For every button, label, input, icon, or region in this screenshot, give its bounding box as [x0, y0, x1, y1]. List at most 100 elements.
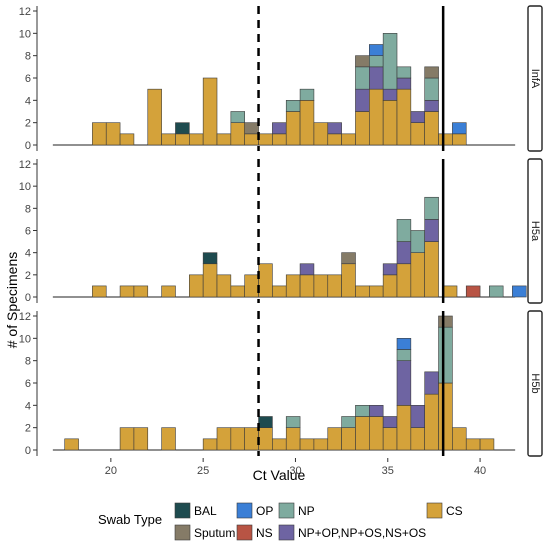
- y-tick-label: 4: [25, 400, 31, 412]
- bar-segment-cs: [327, 133, 342, 146]
- bar-segment-cs: [175, 133, 190, 146]
- bar-segment-cs: [438, 382, 453, 451]
- legend-label-np: NP: [298, 504, 315, 518]
- facet-panel-h5a: 0 2 4 6 8 10 12 H5a: [19, 158, 543, 304]
- bar-segment-cs: [285, 111, 301, 146]
- bar-segment-cs: [410, 252, 425, 298]
- bar-segment-cs: [64, 438, 79, 451]
- facet-strip-label: H5a: [529, 221, 541, 242]
- bar-segment-cs: [189, 133, 204, 146]
- bar-segment-cs: [424, 393, 439, 451]
- bar-segment-cs: [119, 285, 135, 298]
- bar-segment-combo: [410, 111, 425, 123]
- bar-segment-np: [299, 88, 315, 101]
- bar-segment-cs: [161, 285, 176, 298]
- bar-segment-bal: [258, 416, 273, 428]
- y-tick-label: 0: [25, 445, 31, 457]
- bar-segment-cs: [299, 274, 315, 298]
- bar-segment-cs: [202, 263, 218, 298]
- bar-segment-cs: [161, 427, 176, 451]
- y-tick-label: 2: [25, 270, 31, 282]
- legend-swatch-bal: [174, 502, 191, 519]
- y-tick-label: 0: [25, 292, 31, 304]
- y-tick-label: 12: [19, 311, 31, 323]
- bar-segment-cs: [452, 427, 467, 451]
- facet-strip: [527, 5, 543, 152]
- bar-segment-cs: [202, 438, 218, 451]
- bar-segment-cs: [452, 133, 467, 146]
- bar-segment-cs: [396, 405, 412, 451]
- bar-segment-np: [424, 77, 439, 101]
- bar-segment-sputum: [244, 122, 259, 135]
- panels-layer: 0 2 4 6 8 10 12 InfA 0 2 4 6 8 10 12 H5a 0 2 4 6 8 10 12 H5b: [19, 5, 543, 457]
- y-tick-label: 10: [19, 28, 31, 40]
- bar-segment-cs: [410, 427, 425, 451]
- y-tick-label: 2: [25, 423, 31, 435]
- bar-segment-np: [396, 219, 412, 242]
- y-tick-label: 12: [19, 6, 31, 18]
- bar-segment-cs: [410, 122, 425, 146]
- bar-segment-cs: [341, 133, 356, 146]
- bar-segment-cs: [244, 427, 259, 451]
- bar-segment-np: [355, 66, 370, 90]
- bar-segment-cs: [92, 285, 107, 298]
- bar-segment-combo: [299, 263, 315, 276]
- bar-segment-cs: [258, 263, 273, 298]
- bar-segment-cs: [299, 100, 315, 146]
- bar-segment-cs: [216, 133, 232, 146]
- facet-strip-label: H5b: [529, 373, 541, 393]
- bar-segment-cs: [258, 427, 273, 451]
- y-tick-label: 12: [19, 159, 31, 171]
- bar-segment-combo: [396, 77, 412, 90]
- bar-segment-cs: [258, 133, 273, 146]
- bar-segment-cs: [285, 427, 301, 451]
- bar-segment-cs: [202, 77, 218, 146]
- bar-segment-cs: [382, 274, 398, 298]
- bar-segment-np: [285, 100, 301, 112]
- legend-swatch-sputum: [174, 524, 191, 541]
- bar-segment-np: [285, 416, 301, 428]
- x-axis: 20 25 30 35 40: [105, 458, 486, 477]
- bar-segment-combo: [424, 371, 439, 395]
- bar-segment-cs: [369, 285, 384, 298]
- legend-label-op: OP: [256, 504, 273, 518]
- legend-swatch-ns: [236, 524, 253, 541]
- bar-segment-combo: [369, 66, 384, 90]
- legend-label-combo: NP+OP,NP+OS,NS+OS: [298, 526, 426, 540]
- bar-segment-cs: [465, 438, 481, 451]
- bar-segment-cs: [396, 263, 412, 298]
- bar-segment-np: [410, 230, 425, 253]
- bar-segment-np: [355, 405, 370, 417]
- bar-segment-combo: [382, 88, 398, 101]
- y-axis-title: # of Specimens: [4, 252, 20, 349]
- bar-segment-np: [369, 55, 384, 68]
- y-tick-label: 6: [25, 378, 31, 390]
- y-tick-label: 4: [25, 95, 31, 107]
- bar-segment-cs: [396, 88, 412, 146]
- bar-segment-sputum: [424, 66, 439, 79]
- bar-segment-cs: [382, 427, 398, 451]
- bar-segment-cs: [216, 427, 232, 451]
- bar-segment-cs: [105, 122, 121, 146]
- bar-segment-np: [230, 111, 245, 123]
- facet-strip: [527, 310, 543, 457]
- bar-segment-cs: [438, 133, 453, 146]
- bar-segment-cs: [382, 100, 398, 146]
- bar-segment-cs: [272, 133, 287, 146]
- bar-segment-cs: [424, 111, 439, 146]
- bar-segment-op: [512, 285, 527, 298]
- bar-segment-cs: [341, 427, 356, 451]
- bar-segment-combo: [382, 263, 398, 276]
- bar-segment-cs: [230, 122, 245, 146]
- bar-segment-combo: [355, 88, 370, 112]
- bar-segment-combo: [382, 416, 398, 428]
- bar-segment-sputum: [355, 55, 370, 68]
- bar-segment-cs: [442, 285, 458, 298]
- bar-segment-op: [452, 122, 467, 135]
- bar-segment-cs: [313, 274, 329, 298]
- bar-segment-np: [396, 349, 412, 361]
- legend-swatch-combo: [278, 524, 295, 541]
- facet-panel-infa: 0 2 4 6 8 10 12 InfA: [19, 5, 543, 152]
- bar-segment-cs: [161, 133, 176, 146]
- bar-segment-np: [382, 33, 398, 90]
